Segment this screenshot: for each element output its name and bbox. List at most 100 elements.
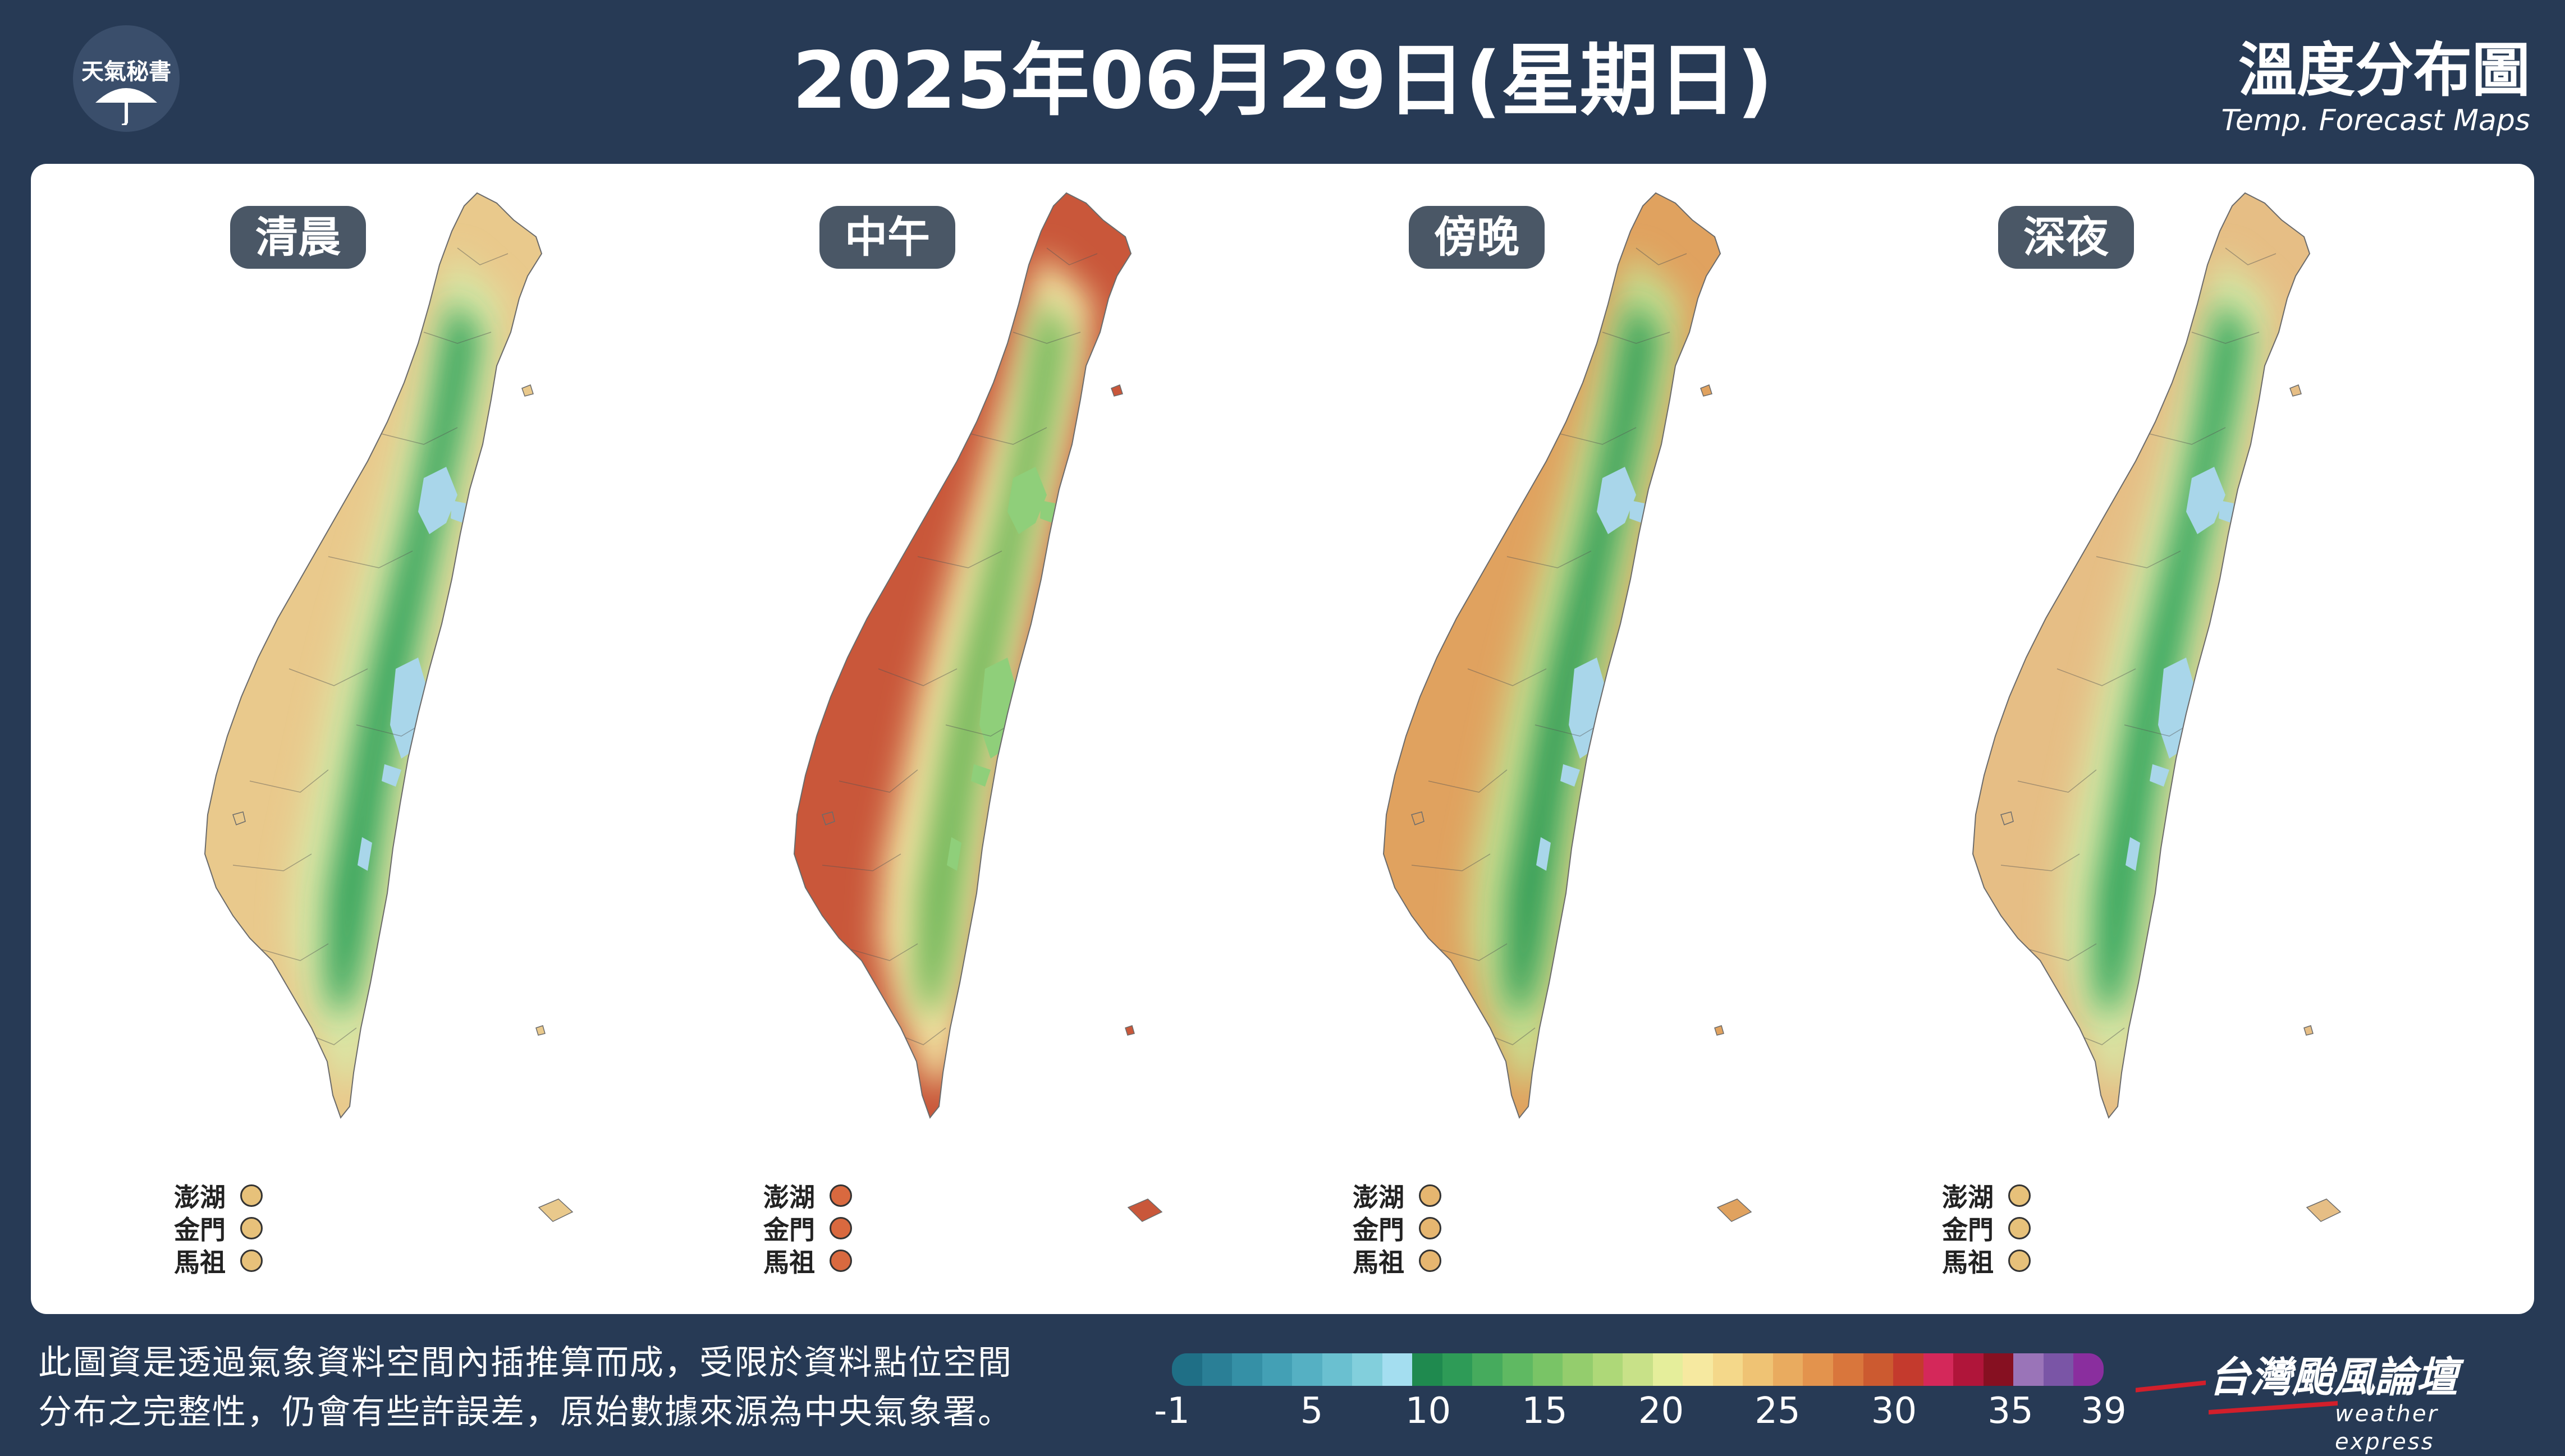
temperature-zone-peak: [1536, 837, 1551, 871]
colorbar-tick-label: 25: [1755, 1390, 1801, 1432]
colorbar-swatch: [1623, 1353, 1653, 1386]
colorbar-swatch: [2073, 1353, 2104, 1386]
island-legend-row: 澎湖: [174, 1179, 263, 1212]
island-name: 馬祖: [763, 1247, 815, 1278]
colorbar-swatch: [1743, 1353, 1773, 1386]
island-temperature-dot: [830, 1217, 852, 1239]
map-panel-night: 深夜 澎湖 金門 馬祖: [1833, 164, 2422, 1314]
maps-panel: 清晨 澎湖 金門 馬祖 中午 澎湖 金門 馬祖 傍晚 澎湖 金門 馬祖 深夜 澎湖 金門 馬祖: [31, 164, 2534, 1314]
islands-legend: 澎湖 金門 馬祖: [1942, 1179, 2031, 1278]
brand-name: 台灣颱風論壇: [2209, 1353, 2458, 1402]
island-legend-row: 馬祖: [763, 1244, 852, 1278]
island-outline: [1382, 192, 1721, 1119]
disclaimer-line: 分布之完整性，仍會有些許誤差，原始數據來源為中央氣象署。: [38, 1393, 1013, 1432]
district-boundary: [1046, 247, 1098, 265]
district-boundary: [2056, 668, 2136, 686]
islet-shape: [1716, 1198, 1752, 1222]
district-boundary: [1439, 943, 1508, 961]
temperature-map: [204, 192, 574, 1222]
island-name: 澎湖: [1353, 1182, 1404, 1212]
island-name: 澎湖: [1942, 1182, 1994, 1212]
district-boundary: [878, 668, 958, 686]
district-boundary: [2017, 769, 2097, 793]
period-label: 傍晚: [1409, 206, 1545, 269]
district-boundary: [457, 247, 509, 265]
colorbar-swatch: [2013, 1353, 2044, 1386]
islet-shape: [535, 1025, 546, 1036]
penghu-shape: [232, 811, 246, 825]
colorbar-swatch: [1592, 1353, 1623, 1386]
colorbar-tick-label: 35: [1987, 1390, 2033, 1432]
penghu-shape: [2000, 811, 2014, 825]
temperature-zone-peak: [418, 467, 457, 534]
district-boundary: [249, 769, 329, 793]
islet-shape: [521, 384, 534, 397]
islet-shape: [1127, 1198, 1163, 1222]
island-name: 澎湖: [174, 1182, 226, 1212]
island-temperature-dot: [2008, 1184, 2031, 1207]
colorbar-swatch: [1863, 1353, 1894, 1386]
island-name: 澎湖: [763, 1182, 815, 1212]
district-boundary: [2000, 853, 2080, 871]
district-boundary: [2225, 247, 2277, 265]
logo-badge: 天氣秘書: [73, 25, 180, 132]
header: 天氣秘書 2025年06月29日(星期日) 溫度分布圖 Temp. Foreca…: [0, 0, 2565, 163]
temperature-zone-peak: [2126, 837, 2140, 871]
temperature-zone-peak: [2186, 467, 2225, 534]
district-boundary: [1411, 853, 1491, 871]
island-temperature-dot: [1419, 1217, 1441, 1239]
colorbar-swatch: [1172, 1353, 1202, 1386]
colorbar-tick-label: 39: [2081, 1390, 2127, 1432]
island-legend-row: 金門: [1942, 1212, 2031, 1245]
islet-shape: [2289, 384, 2302, 397]
temperature-zone-peak: [2219, 500, 2234, 523]
temperature-colorbar: [1172, 1353, 2104, 1386]
colorbar-swatch: [1322, 1353, 1353, 1386]
district-boundary: [260, 943, 329, 961]
colorbar-tick-label: -1: [1154, 1390, 1190, 1432]
island-name: 馬祖: [1942, 1247, 1994, 1278]
district-boundary: [1013, 332, 1081, 344]
district-boundary: [2146, 427, 2226, 445]
colorbar-swatch: [1712, 1353, 1743, 1386]
island-temperature-dot: [830, 1250, 852, 1272]
island-name: 金門: [1353, 1215, 1404, 1245]
penghu-shape: [822, 811, 835, 825]
temperature-map: [793, 192, 1163, 1222]
period-label: 深夜: [1998, 206, 2134, 269]
island-legend-row: 馬祖: [1942, 1244, 2031, 1278]
islet-shape: [1700, 384, 1712, 397]
colorbar-swatch: [1893, 1353, 1923, 1386]
colorbar-swatch: [1772, 1353, 1803, 1386]
colorbar-swatch: [1923, 1353, 1954, 1386]
colorbar-swatch: [1953, 1353, 1984, 1386]
colorbar-swatch: [1262, 1353, 1293, 1386]
island-temperature-dot: [2008, 1250, 2031, 1272]
island-legend-row: 金門: [763, 1212, 852, 1245]
colorbar-swatch: [1202, 1353, 1233, 1386]
colorbar-swatch: [2043, 1353, 2074, 1386]
colorbar-swatch: [1292, 1353, 1322, 1386]
island-legend-row: 金門: [1353, 1212, 1441, 1245]
colorbar-swatch: [1532, 1353, 1563, 1386]
penghu-shape: [1411, 811, 1425, 825]
island-temperature-dot: [240, 1184, 263, 1207]
colorbar-swatch: [1833, 1353, 1863, 1386]
temperature-zone-peak: [947, 837, 961, 871]
district-boundary: [850, 943, 918, 961]
colorbar-swatch: [1563, 1353, 1593, 1386]
colorbar-tick-label: 15: [1522, 1390, 1568, 1432]
colorbar-swatch: [1652, 1353, 1683, 1386]
brand-logo: 台灣颱風論壇 weather express: [2136, 1349, 2540, 1455]
district-boundary: [1506, 550, 1592, 568]
temperature-zone-peak: [382, 764, 401, 787]
island-name: 金門: [763, 1215, 815, 1245]
map-panel-noon: 中午 澎湖 金門 馬祖: [654, 164, 1243, 1314]
logo-text: 天氣秘書: [81, 59, 171, 85]
district-boundary: [2028, 943, 2097, 961]
page-title: 2025年06月29日(星期日): [792, 35, 1773, 127]
temperature-zone-peak: [1007, 467, 1047, 534]
district-boundary: [288, 668, 368, 686]
map-type-title-zh: 溫度分布圖: [2238, 36, 2530, 104]
island-name: 馬祖: [1353, 1247, 1404, 1278]
